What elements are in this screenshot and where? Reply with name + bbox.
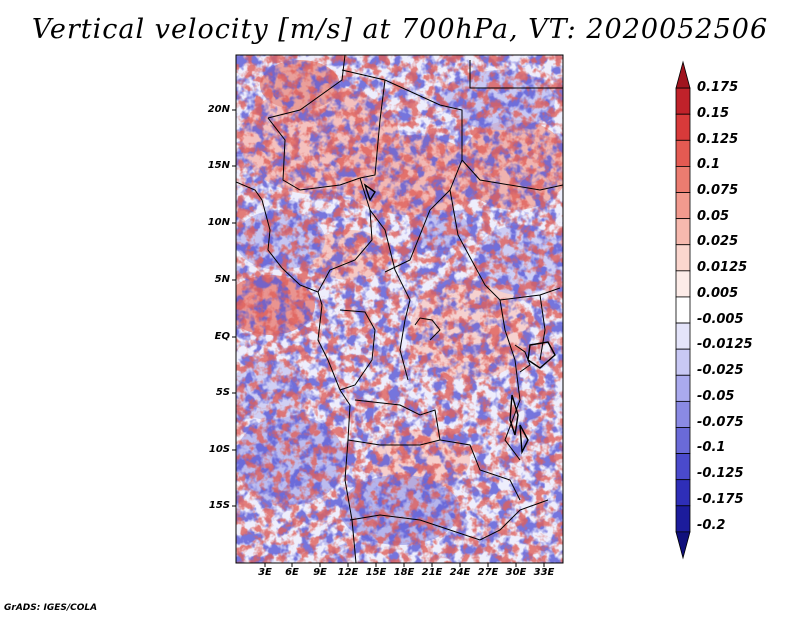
colorbar-swatch	[675, 87, 691, 115]
colorbar-label: -0.025	[697, 363, 744, 378]
colorbar-label: 0.075	[697, 183, 739, 198]
colorbar-swatch	[675, 531, 691, 560]
colorbar-swatch	[675, 374, 691, 402]
colorbar-swatch	[675, 479, 691, 507]
colorbar-label: -0.125	[697, 466, 744, 481]
colorbar-swatch	[675, 244, 691, 272]
colorbar-swatch	[675, 505, 691, 533]
x-axis-label-12e: 12E	[337, 567, 359, 578]
colorbar-label: 0.125	[697, 132, 739, 147]
map-plot-area	[236, 55, 563, 563]
colorbar-label: -0.2	[697, 518, 726, 533]
colorbar-label: -0.0125	[697, 337, 753, 352]
country-borders	[236, 55, 563, 563]
colorbar-swatch	[675, 296, 691, 324]
colorbar-label: 0.15	[697, 106, 730, 121]
colorbar-label: -0.005	[697, 312, 744, 327]
x-axis-label-18e: 18E	[393, 567, 415, 578]
y-axis-label-eq: EQ	[214, 331, 230, 342]
map-frame	[235, 54, 564, 564]
colorbar-swatch	[675, 348, 691, 376]
x-axis-label-9e: 9E	[313, 567, 327, 578]
colorbar-label: -0.05	[697, 389, 735, 404]
colorbar-label: -0.175	[697, 492, 744, 507]
colorbar-swatch	[675, 400, 691, 428]
axis-ticks	[232, 109, 545, 567]
y-axis-label-20n: 20N	[207, 104, 230, 115]
x-axis-label-21e: 21E	[421, 567, 443, 578]
colorbar-label: 0.005	[697, 286, 739, 301]
colorbar-label: 0.0125	[697, 260, 748, 275]
y-axis-label-15s: 15S	[208, 500, 230, 511]
colorbar-swatch	[675, 322, 691, 350]
x-axis-label-15e: 15E	[365, 567, 387, 578]
colorbar-swatch	[675, 192, 691, 220]
colorbar-swatch	[675, 453, 691, 481]
colorbar	[675, 60, 691, 560]
y-axis-label-5s: 5S	[215, 387, 230, 398]
x-axis-label-30e: 30E	[505, 567, 527, 578]
x-axis-label-24e: 24E	[449, 567, 471, 578]
x-axis-label-3e: 3E	[258, 567, 272, 578]
colorbar-swatch	[675, 166, 691, 193]
colorbar-swatch	[675, 139, 691, 167]
colorbar-label: -0.1	[697, 440, 726, 455]
y-axis-label-10n: 10N	[207, 217, 230, 228]
colorbar-label: 0.1	[697, 157, 721, 172]
colorbar-swatch	[675, 270, 691, 298]
x-axis-label-33e: 33E	[533, 567, 555, 578]
colorbar-label: -0.075	[697, 415, 744, 430]
grads-credit: GrADS: IGES/COLA	[4, 603, 98, 613]
colorbar-swatch	[675, 427, 691, 454]
y-axis-label-5n: 5N	[214, 274, 230, 285]
map-title: Vertical velocity [m/s] at 700hPa, VT: 2…	[31, 14, 769, 45]
colorbar-label: 0.05	[697, 209, 730, 224]
colorbar-swatch	[675, 60, 691, 89]
colorbar-swatch	[675, 113, 691, 141]
colorbar-label: 0.025	[697, 234, 739, 249]
x-axis-label-6e: 6E	[285, 567, 299, 578]
lakes	[363, 183, 556, 455]
colorbar-label: 0.175	[697, 80, 739, 95]
y-axis-label-15n: 15N	[207, 160, 230, 171]
y-axis-label-10s: 10S	[208, 444, 230, 455]
colorbar-swatch	[675, 218, 691, 246]
x-axis-label-27e: 27E	[477, 567, 499, 578]
